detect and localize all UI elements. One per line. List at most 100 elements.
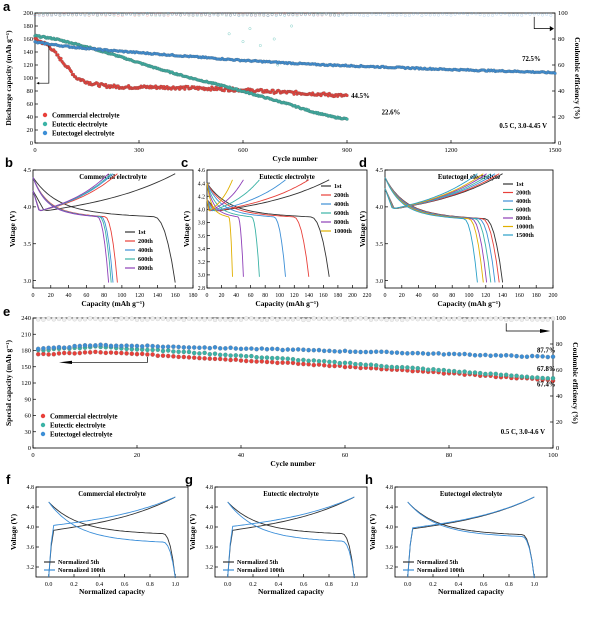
capacity-point <box>483 371 488 377</box>
left-arrowhead <box>59 360 72 365</box>
y-tick-label: 4.0 <box>206 525 214 531</box>
ce-point <box>532 12 536 16</box>
ce-point <box>245 13 249 17</box>
capacity-point <box>399 364 405 370</box>
ce-point <box>449 13 453 17</box>
ce-point <box>46 13 49 17</box>
legend-label: 200th <box>138 238 153 245</box>
capacity-point <box>139 344 145 349</box>
ce-point <box>141 12 145 16</box>
capacity-point <box>342 364 348 370</box>
ce-point <box>133 13 137 17</box>
ce-point <box>491 13 494 17</box>
capacity-point <box>46 352 51 357</box>
x-tick-label: 40 <box>238 452 245 459</box>
ce-point <box>403 14 407 17</box>
condition-note: 0.5 C, 3.0-4.45 V <box>499 123 547 130</box>
x-tick-label: 100 <box>465 293 474 299</box>
y-tick-label: 3.0 <box>24 279 32 285</box>
capacity-point <box>243 354 249 359</box>
ce-point <box>58 14 62 17</box>
ce-point <box>145 12 149 15</box>
ce-point <box>93 316 98 322</box>
retention-label: 44.5% <box>351 93 370 100</box>
ce-point <box>61 317 67 322</box>
y-tick-label: 240 <box>21 315 31 322</box>
ce-point <box>158 13 162 17</box>
capacity-point <box>540 354 545 359</box>
ce-point <box>415 316 420 322</box>
capacity-point <box>165 348 171 353</box>
ce-point <box>512 13 515 17</box>
ce-point <box>308 12 311 16</box>
ce-point <box>316 13 320 17</box>
capacity-point <box>72 343 77 349</box>
ce-point <box>119 316 124 321</box>
capacity-point <box>197 355 202 361</box>
y-tick-label: 120 <box>23 62 33 69</box>
capacity-point <box>259 359 265 364</box>
ce-point <box>412 12 415 16</box>
capacity-point <box>363 362 369 368</box>
capacity-point <box>54 50 58 54</box>
ce-point <box>324 12 328 16</box>
ce-point <box>197 316 202 322</box>
panel-letter: d <box>359 155 367 170</box>
ce-point <box>150 12 153 16</box>
x-tick-label: 160 <box>319 293 328 299</box>
capacity-point <box>316 347 322 353</box>
ce-point <box>241 13 245 17</box>
discharge-curve <box>206 183 233 277</box>
charge-curve <box>206 179 310 212</box>
y2-tick-label: 80 <box>556 341 563 348</box>
ce-point <box>133 13 137 17</box>
charge-curve <box>206 179 233 212</box>
y-tick-label: 3.6 <box>198 234 205 240</box>
x-axis-label: Capacity (mAh g⁻¹) <box>437 299 501 308</box>
x-tick-label: 100 <box>275 293 284 299</box>
x-tick-label: 60 <box>342 452 349 459</box>
ce-point <box>274 14 278 17</box>
panel-e: 0 20 40 60 80 1000306090120150180210240Cycle … <box>3 304 580 468</box>
capacity-point <box>238 346 244 352</box>
capacity-point <box>379 363 384 369</box>
y2-tick-label: 20 <box>556 419 563 426</box>
legend-label: Normalized 100th <box>237 567 285 574</box>
capacity-point <box>431 351 436 356</box>
capacity-point <box>209 88 213 92</box>
y2-axis-label: Coulombic efficiency (%) <box>573 37 582 119</box>
ce-point <box>191 13 195 17</box>
y-tick-label: 4.4 <box>198 181 205 187</box>
ce-point <box>366 14 370 17</box>
ce-point <box>399 13 403 17</box>
ce-point <box>516 13 519 17</box>
ce-point <box>295 12 299 16</box>
capacity-point <box>46 345 51 351</box>
capacity-point <box>550 376 556 381</box>
capacity-point <box>155 344 161 349</box>
ce-point <box>191 13 195 16</box>
ce-point <box>324 12 328 16</box>
y-tick-label: 210 <box>21 331 31 338</box>
capacity-point <box>77 350 83 356</box>
ce-point <box>187 13 191 17</box>
capacity-point <box>384 349 389 355</box>
y-tick-label: 160 <box>23 36 33 43</box>
ce-point <box>499 12 503 16</box>
ce-point <box>112 13 116 16</box>
y-tick-label: 4.0 <box>27 525 35 531</box>
legend-marker <box>40 431 46 437</box>
ce-point <box>368 317 374 322</box>
x-tick-label: 180 <box>334 293 343 299</box>
discharge-curve <box>206 182 260 277</box>
panel-title: Commercial electrolyte <box>78 491 146 498</box>
capacity-point <box>249 358 254 364</box>
ce-point <box>478 13 482 17</box>
plot-frame <box>206 169 368 289</box>
ce-point <box>54 13 58 16</box>
ce-point <box>162 14 166 17</box>
ce-point <box>87 13 91 17</box>
ce-point <box>207 316 213 322</box>
ce-point <box>249 13 253 17</box>
ce-point <box>342 317 348 322</box>
